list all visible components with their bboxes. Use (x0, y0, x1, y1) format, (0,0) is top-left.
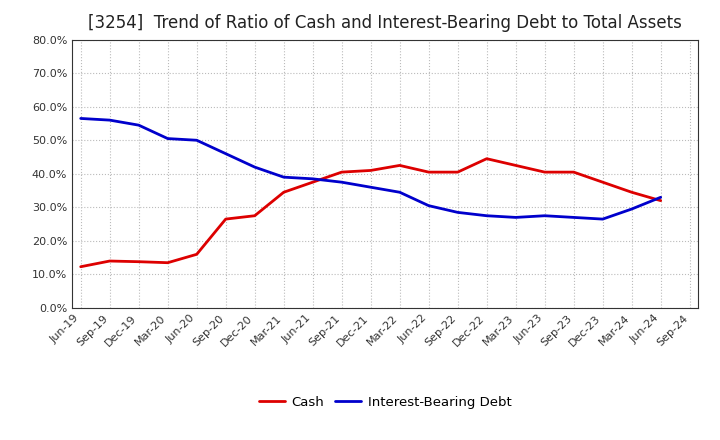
Line: Interest-Bearing Debt: Interest-Bearing Debt (81, 118, 661, 219)
Cash (598, 180, 607, 185)
Cash (657, 198, 665, 203)
Cash (627, 190, 636, 195)
Cash (221, 216, 230, 222)
Line: Cash: Cash (81, 159, 661, 267)
Cash (279, 190, 288, 195)
Cash (570, 169, 578, 175)
Interest-Bearing Debt (395, 190, 404, 195)
Interest-Bearing Debt (192, 138, 201, 143)
Cash (424, 169, 433, 175)
Cash (105, 258, 114, 264)
Interest-Bearing Debt (511, 215, 520, 220)
Cash (395, 163, 404, 168)
Interest-Bearing Debt (135, 122, 143, 128)
Cash (338, 169, 346, 175)
Interest-Bearing Debt (541, 213, 549, 218)
Interest-Bearing Debt (76, 116, 85, 121)
Legend: Cash, Interest-Bearing Debt: Cash, Interest-Bearing Debt (253, 391, 517, 414)
Cash (135, 259, 143, 264)
Title: [3254]  Trend of Ratio of Cash and Interest-Bearing Debt to Total Assets: [3254] Trend of Ratio of Cash and Intere… (89, 15, 682, 33)
Interest-Bearing Debt (598, 216, 607, 222)
Interest-Bearing Debt (366, 185, 375, 190)
Cash (454, 169, 462, 175)
Cash (163, 260, 172, 265)
Cash (251, 213, 259, 218)
Interest-Bearing Debt (308, 176, 317, 181)
Interest-Bearing Debt (454, 210, 462, 215)
Cash (366, 168, 375, 173)
Interest-Bearing Debt (424, 203, 433, 208)
Interest-Bearing Debt (163, 136, 172, 141)
Interest-Bearing Debt (221, 151, 230, 156)
Interest-Bearing Debt (338, 180, 346, 185)
Cash (308, 180, 317, 185)
Cash (76, 264, 85, 269)
Interest-Bearing Debt (251, 165, 259, 170)
Interest-Bearing Debt (657, 194, 665, 200)
Interest-Bearing Debt (279, 175, 288, 180)
Cash (511, 163, 520, 168)
Interest-Bearing Debt (627, 206, 636, 212)
Interest-Bearing Debt (482, 213, 491, 218)
Cash (192, 252, 201, 257)
Cash (482, 156, 491, 161)
Interest-Bearing Debt (570, 215, 578, 220)
Cash (541, 169, 549, 175)
Interest-Bearing Debt (105, 117, 114, 123)
